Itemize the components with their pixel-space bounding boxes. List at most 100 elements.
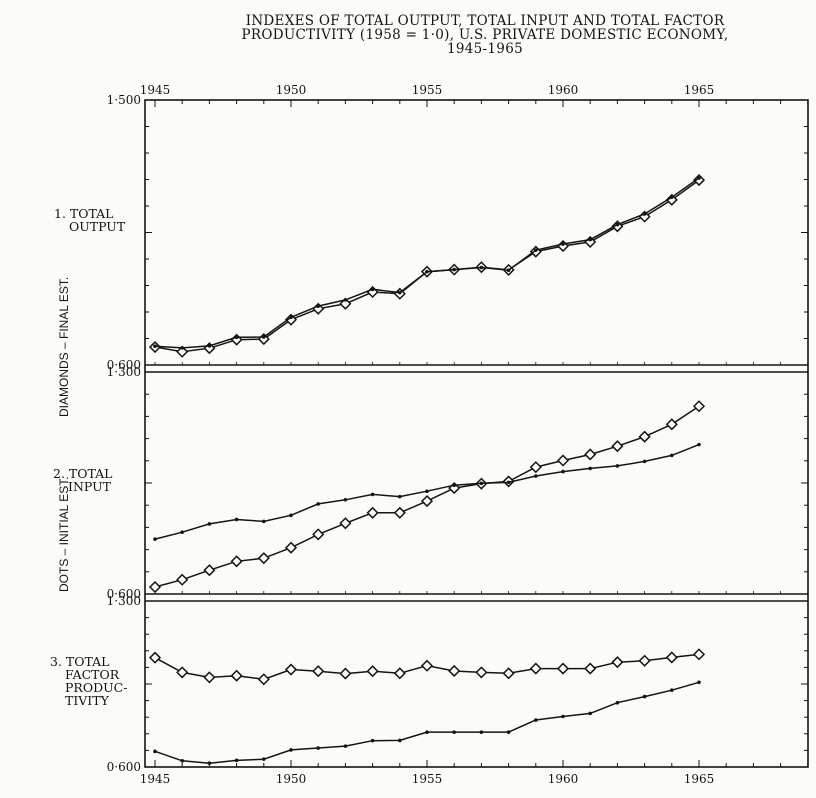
dot-marker (534, 474, 538, 478)
panel-3-label-line: PRODUC- (65, 680, 128, 695)
diamond-marker (692, 400, 706, 413)
x-tick-label-top: 1965 (684, 83, 715, 97)
y-tick-label: 1·500 (107, 93, 141, 107)
dot-marker (534, 718, 538, 722)
dot-marker (234, 335, 239, 340)
y-tick-label: 0·600 (107, 358, 141, 372)
dot-marker (697, 176, 701, 180)
dot-marker (588, 711, 592, 716)
side-label-final: DIAMONDS – FINAL EST. (57, 276, 71, 417)
dot-marker (262, 519, 266, 524)
diamond-marker (420, 659, 434, 672)
diamond-marker (312, 665, 325, 678)
diamond-marker (176, 573, 189, 586)
dot-marker (534, 248, 538, 252)
dot-marker (615, 222, 620, 227)
dot-marker (398, 738, 402, 743)
diamond-marker (176, 666, 189, 679)
panel-1-label-line: OUTPUT (69, 219, 126, 234)
diamond-marker (257, 552, 270, 565)
title-line-2: PRODUCTIVITY (1958 = 1·0), U.S. PRIVATE … (241, 27, 729, 43)
x-tick-label-top: 1960 (548, 83, 579, 97)
dot-marker (479, 730, 484, 734)
dot-marker (398, 290, 402, 295)
dot-marker (588, 466, 592, 471)
diamond-marker (556, 662, 570, 675)
diamond-marker (203, 564, 216, 577)
dot-marker (479, 265, 484, 270)
x-tick-label-top: 1955 (412, 83, 443, 97)
diamond-marker (366, 665, 379, 678)
dot-marker (697, 442, 701, 447)
diamond-marker (692, 174, 706, 187)
title-line-1: INDEXES OF TOTAL OUTPUT, TOTAL INPUT AND… (245, 13, 725, 29)
dot-marker (153, 537, 157, 541)
panel-3-label: 3. TOTAL FACTOR PRODUC- TIVITY (50, 655, 127, 707)
x-tick-label-bottom: 1945 (140, 772, 171, 786)
dot-marker (615, 464, 620, 468)
diamond-marker (203, 671, 216, 684)
x-tick-label-bottom: 1960 (548, 772, 579, 786)
diamond-marker (176, 345, 189, 358)
dot-marker (207, 522, 212, 526)
dot-marker (234, 758, 239, 763)
dot-marker (452, 730, 457, 734)
dot-marker (398, 494, 402, 499)
dot-marker (561, 469, 565, 474)
diamond-marker (366, 506, 379, 519)
x-tick-label-top: 1950 (276, 83, 307, 97)
diamond-marker (448, 664, 461, 678)
panel-3-label-line: FACTOR (65, 667, 120, 682)
diamond-marker (148, 580, 162, 594)
dot-marker (425, 489, 429, 494)
dot-marker (207, 761, 212, 766)
dot-marker (615, 700, 620, 705)
x-tick-label-bottom: 1950 (276, 772, 307, 786)
dot-marker (670, 453, 674, 458)
dot-marker (370, 492, 375, 497)
dot-marker (370, 287, 375, 292)
dot-marker (452, 483, 457, 488)
dot-marker (561, 242, 565, 246)
side-label-initial: DOTS – INITIAL EST. (57, 476, 71, 592)
title-line-3: 1945-1965 (447, 41, 523, 57)
dot-marker (452, 267, 457, 272)
dot-marker (506, 730, 511, 734)
y-tick-label: 1·300 (107, 365, 141, 379)
dot-marker (506, 480, 511, 485)
dot-marker (180, 530, 184, 534)
y-tick-label: 0·600 (107, 587, 141, 601)
dot-marker (262, 757, 266, 761)
panel-3-label-line: 3. TOTAL (50, 654, 110, 669)
diamond-marker (339, 297, 352, 310)
dot-marker (588, 237, 592, 242)
diamond-marker (638, 430, 651, 443)
dot-marker (289, 748, 293, 752)
diamond-marker (312, 528, 325, 541)
diamond-marker (339, 667, 352, 680)
dot-marker (316, 746, 321, 750)
dot-marker (262, 335, 266, 339)
dot-marker (343, 498, 348, 502)
dot-marker (180, 759, 184, 763)
diamond-marker (611, 440, 624, 453)
chart-title: INDEXES OF TOTAL OUTPUT, TOTAL INPUT AND… (140, 14, 816, 56)
diamond-marker (257, 673, 270, 686)
diamond-marker (692, 648, 706, 661)
dot-marker (506, 268, 511, 272)
panel-3-label-line: TIVITY (65, 693, 109, 708)
dot-marker (670, 195, 674, 199)
diamond-marker (665, 193, 678, 206)
panel-2-label: 2. TOTAL INPUT (53, 467, 112, 493)
dot-marker (561, 714, 565, 719)
dot-marker (207, 344, 212, 348)
y-tick-label: 0·600 (107, 760, 141, 774)
diamond-marker (475, 666, 488, 679)
dot-marker (479, 481, 484, 486)
diamond-marker (529, 461, 542, 474)
dot-marker (670, 688, 674, 692)
diamond-marker (611, 656, 624, 669)
dot-marker (316, 502, 321, 506)
dot-marker (153, 749, 157, 754)
